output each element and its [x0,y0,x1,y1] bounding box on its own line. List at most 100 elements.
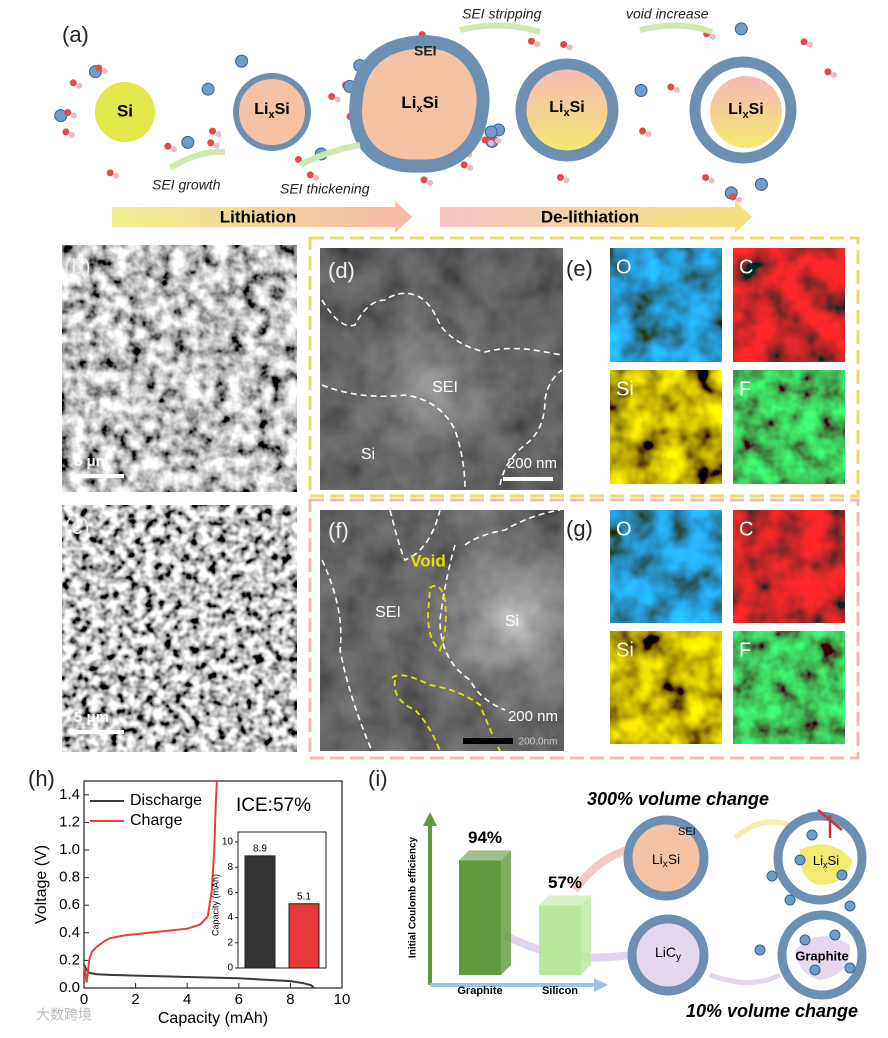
legend-label: Discharge [130,792,202,809]
molecule [556,173,564,181]
value-label: 94% [468,828,502,847]
eds-map [733,631,845,744]
molecule [213,142,220,149]
scale-label: 5 μm [74,453,109,470]
li-ion [829,929,841,941]
li-ion [836,869,848,881]
li-ion [794,854,806,866]
bar [539,905,581,975]
phase-label: Lithiation [220,207,296,226]
particle-label: LixSi [549,99,584,119]
particle-label: LixSi [401,93,438,114]
phase-arrow [440,201,752,233]
y-axis-title: Capacity (mAh) [210,874,220,936]
bar-top [459,850,511,861]
scale-bar [463,738,513,744]
text: Li [728,101,742,118]
line-chart: 0 2 4 6 8 10 0.0 0.2 0.4 0.6 0.8 1.0 1.2 1.4 Capacity … [33,780,350,1027]
lixsi-core [710,76,782,148]
x-tick-label: 6 [235,991,243,1008]
eds-map [610,370,722,484]
molecule [62,128,70,136]
step-arrow [459,22,541,35]
eds-grid: O C Si F [610,248,845,484]
x-tick-label: Graphite [457,985,502,997]
molecule [427,179,434,186]
step-label: SEI growth [152,177,221,193]
text: Si [423,93,439,112]
panel-label: (i) [368,766,388,791]
y-tick-label: 0.6 [59,896,80,913]
frame [308,498,860,760]
element-label: C [739,256,753,278]
particle-label: LixSi [728,101,763,121]
text: Li [652,851,663,867]
bar [459,860,501,975]
molecule [566,44,573,51]
text: Li [655,944,666,960]
text: Si [570,99,585,116]
li-ion [754,944,766,956]
y-tick-label: 10 [222,837,234,848]
frame [308,236,860,498]
text: x [823,860,828,870]
sei-label: SEI [414,43,437,59]
phase-arrow [112,201,412,233]
x-tick-label: 8 [286,991,294,1008]
step-arrow [168,148,226,171]
annotation: 10% volume change [686,1001,858,1021]
eds-map [610,248,722,362]
molecule [800,38,808,46]
molecule [534,41,541,48]
text: x [663,859,668,870]
phase-label: De-lithiation [541,207,639,226]
panel-label: (g) [566,516,593,541]
scale-bar [72,474,124,478]
li-ion [201,82,215,96]
text: Li [549,99,563,116]
y-tick-label: 2 [227,937,233,948]
y-tick-label: 1.2 [59,813,80,830]
li-ion [806,829,818,841]
panel-label: (f) [328,518,349,543]
molecule [729,193,737,201]
molecule [639,127,647,135]
scale-label: 5 μm [74,709,109,726]
molecule [673,86,680,93]
molecule [209,127,217,135]
text: C [666,944,676,960]
eds-grid: O C Si F [610,510,845,744]
molecule [64,109,72,117]
x-tick-label: 2 [131,991,139,1008]
series-line [83,780,218,983]
text: x [268,109,275,121]
text: y [676,952,681,963]
element-label: O [616,256,632,278]
eds-map [733,370,845,484]
lixsi-particle [233,73,311,151]
text: Li [254,101,268,118]
bar-side [581,895,591,975]
molecule [334,96,341,103]
molecule [460,161,468,169]
step-label: void increase [626,6,709,22]
particle-label: LiCy [655,944,681,963]
scale-label: 200 nm [507,455,557,472]
x-tick-label: 0 [80,991,88,1008]
molecule [294,156,302,164]
molecule [106,169,114,177]
text: x [563,107,570,119]
step-arrow [298,142,361,168]
x-tick-label: 4 [183,991,191,1008]
li-ion [734,22,748,36]
boundary [321,292,563,491]
region-label: Si [505,613,519,630]
text: Si [749,101,764,118]
molecule [807,41,814,48]
si-particle [95,82,155,142]
li-ion [181,135,195,149]
y-tick-label: 4 [227,912,233,923]
element-label: F [739,639,751,661]
axis-arrow [423,812,437,826]
molecule [76,82,83,89]
